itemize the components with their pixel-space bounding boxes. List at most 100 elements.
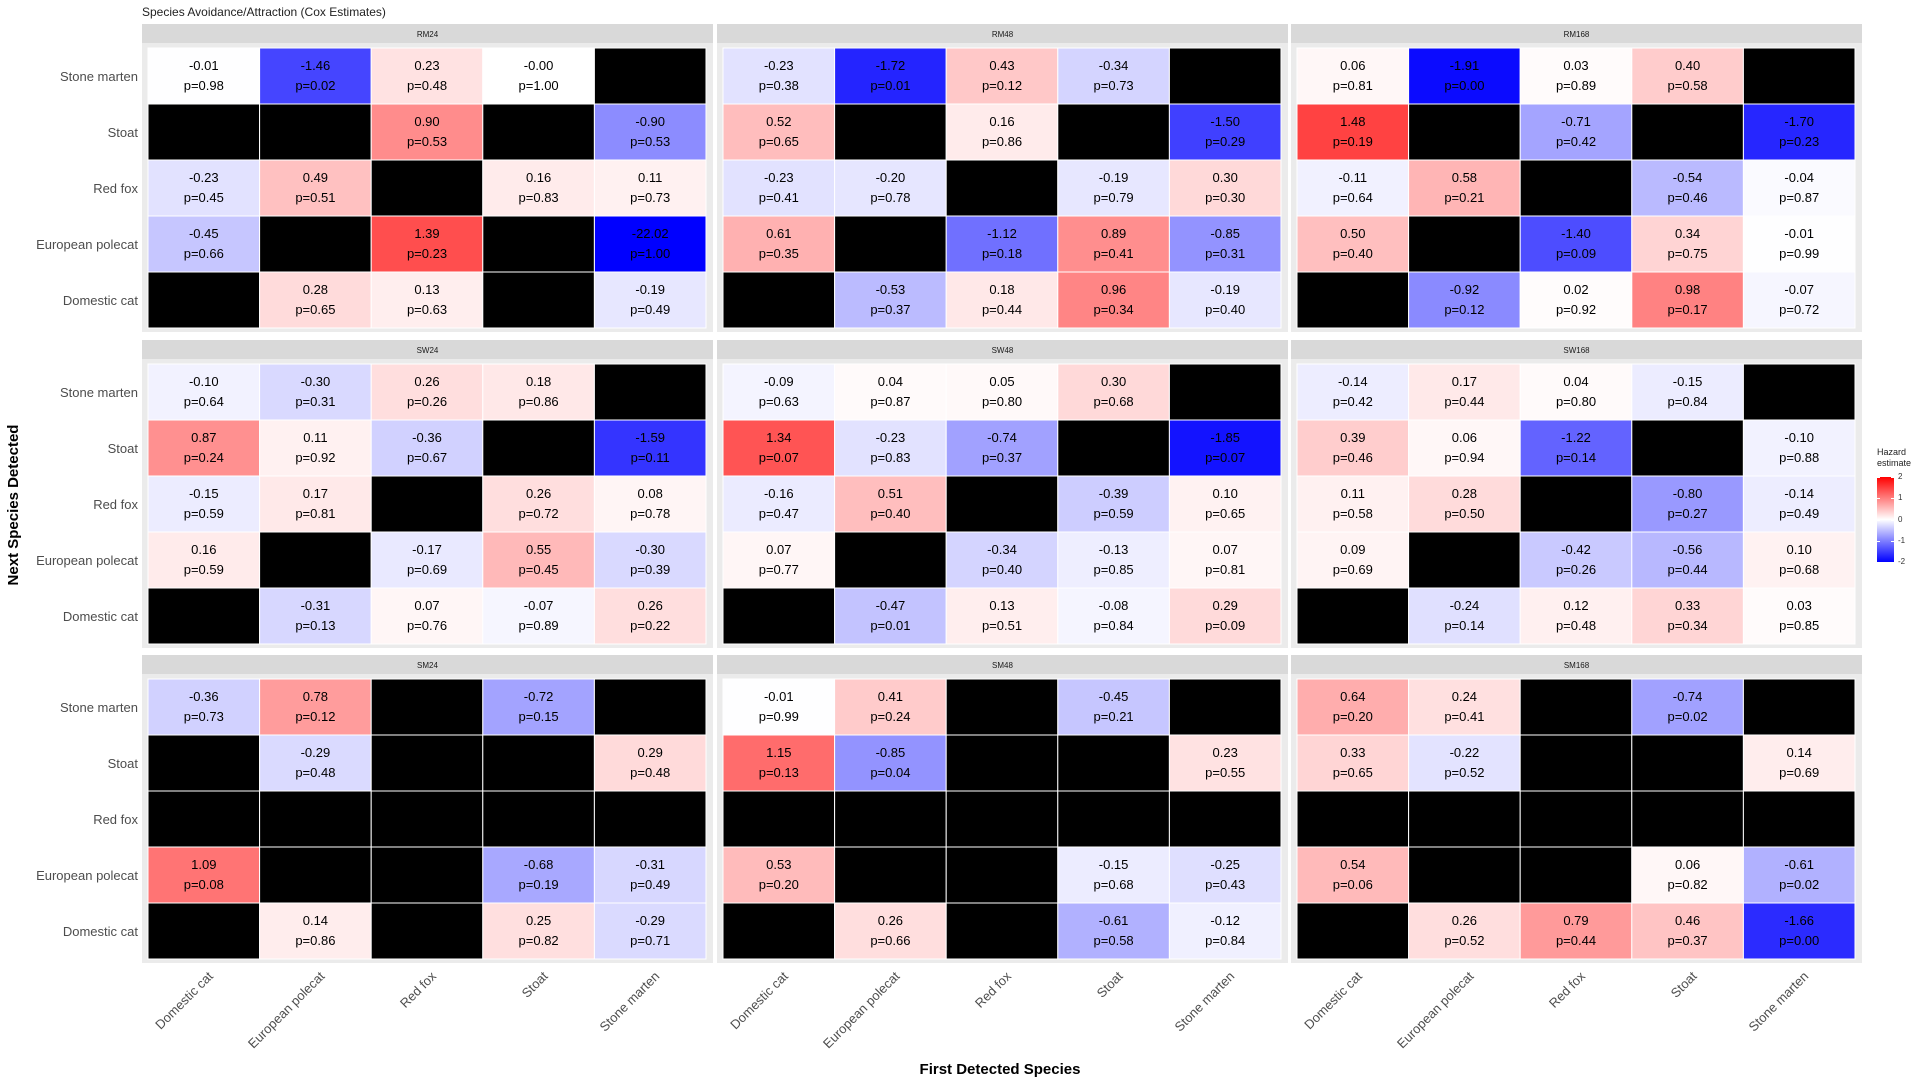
cell-p-value-label: p=0.13 bbox=[759, 765, 799, 780]
heatmap-cell bbox=[945, 103, 1059, 161]
cell-estimate-label: 0.29 bbox=[1213, 598, 1238, 613]
cell-estimate-label: -0.36 bbox=[189, 689, 219, 704]
cell-estimate-label: 0.43 bbox=[989, 58, 1014, 73]
heatmap-cell bbox=[370, 678, 484, 736]
heatmap-cell bbox=[1408, 846, 1521, 904]
cell-p-value-label: p=0.49 bbox=[630, 302, 670, 317]
cell-estimate-label: -0.45 bbox=[1099, 689, 1129, 704]
heatmap-cell bbox=[482, 419, 595, 477]
heatmap-cell bbox=[1408, 159, 1521, 217]
heatmap-cell bbox=[147, 159, 261, 217]
cell-p-value-label: p=0.55 bbox=[1205, 765, 1245, 780]
cell-p-value-label: p=0.99 bbox=[1779, 246, 1819, 261]
cell-estimate-label: -0.61 bbox=[1784, 857, 1814, 872]
heatmap-cell bbox=[1408, 678, 1521, 736]
heatmap-cell bbox=[1519, 587, 1633, 645]
heatmap-cell bbox=[482, 902, 595, 960]
legend-tick-mark bbox=[1891, 540, 1894, 542]
heatmap-cell bbox=[1057, 790, 1170, 848]
legend-color-bar bbox=[1877, 477, 1894, 562]
cell-estimate-label: -1.40 bbox=[1561, 226, 1591, 241]
cell-p-value-label: p=0.87 bbox=[1779, 190, 1819, 205]
panel-rm168: RM168 0.06 p=0.81 -1.91 p=0.00 0.03 p=0.89 0.40… bbox=[1291, 24, 1862, 332]
heatmap-cell bbox=[1631, 531, 1744, 589]
cell-estimate-label: -0.14 bbox=[1338, 374, 1368, 389]
heatmap-cell bbox=[593, 419, 707, 477]
cell-estimate-label: 0.30 bbox=[1213, 170, 1238, 185]
cell-estimate-label: -1.70 bbox=[1784, 114, 1814, 129]
heatmap-cell bbox=[593, 587, 707, 645]
cell-estimate-label: 0.12 bbox=[1563, 598, 1588, 613]
heatmap-cell bbox=[1408, 790, 1521, 848]
cell-p-value-label: p=0.21 bbox=[1444, 190, 1484, 205]
cell-estimate-label: 1.34 bbox=[766, 430, 791, 445]
heatmap-cell bbox=[1408, 902, 1521, 960]
heatmap-cell bbox=[722, 790, 836, 848]
heatmap-cell bbox=[1408, 103, 1521, 161]
cell-p-value-label: p=0.78 bbox=[870, 190, 910, 205]
heatmap-cell bbox=[1408, 734, 1521, 792]
cell-p-value-label: p=0.12 bbox=[982, 78, 1022, 93]
heatmap-cell bbox=[945, 419, 1059, 477]
cell-p-value-label: p=0.12 bbox=[295, 709, 335, 724]
heatmap-cell bbox=[1296, 790, 1410, 848]
cell-p-value-label: p=0.82 bbox=[1668, 877, 1708, 892]
heatmap-cell bbox=[722, 271, 836, 329]
cell-p-value-label: p=0.69 bbox=[407, 562, 447, 577]
heatmap-cell bbox=[370, 531, 484, 589]
legend-tick-mark bbox=[1877, 519, 1880, 521]
heatmap-cell bbox=[1742, 475, 1856, 533]
heatmap-cell bbox=[834, 475, 947, 533]
cell-estimate-label: -0.11 bbox=[1338, 170, 1367, 185]
cell-p-value-label: p=0.40 bbox=[870, 506, 910, 521]
heatmap-cell bbox=[1057, 678, 1170, 736]
x-tick-label: European polecat bbox=[245, 968, 328, 1051]
cell-p-value-label: p=0.37 bbox=[982, 450, 1022, 465]
cell-estimate-label: 0.11 bbox=[303, 430, 327, 445]
cell-p-value-label: p=0.23 bbox=[407, 246, 447, 261]
x-tick-label: Stone marten bbox=[597, 969, 663, 1035]
cell-p-value-label: p=0.68 bbox=[1094, 394, 1134, 409]
cell-p-value-label: p=0.46 bbox=[1333, 450, 1373, 465]
heatmap-cell bbox=[1408, 271, 1521, 329]
heatmap-cell bbox=[1057, 846, 1170, 904]
cell-p-value-label: p=0.58 bbox=[1094, 933, 1134, 948]
cell-estimate-label: 0.25 bbox=[526, 913, 551, 928]
heatmap-cell bbox=[834, 103, 947, 161]
heatmap-cell bbox=[370, 271, 484, 329]
heatmap-cell bbox=[834, 47, 947, 105]
cell-estimate-label: -0.25 bbox=[1210, 857, 1240, 872]
cell-estimate-label: 0.87 bbox=[191, 430, 216, 445]
cell-estimate-label: -0.71 bbox=[1561, 114, 1591, 129]
y-tick-label: Red fox bbox=[93, 181, 138, 196]
heatmap-cell bbox=[482, 790, 595, 848]
heatmap-cell bbox=[722, 103, 836, 161]
cell-estimate-label: -0.30 bbox=[635, 542, 665, 557]
heatmap-cell bbox=[945, 271, 1059, 329]
panel-rm24: RM24 -0.01 p=0.98 -1.46 p=0.02 0.23 p=0.48 -0.0… bbox=[36, 24, 713, 332]
heatmap-cell bbox=[1519, 902, 1633, 960]
cell-p-value-label: p=0.40 bbox=[1333, 246, 1373, 261]
cell-p-value-label: p=0.26 bbox=[1556, 562, 1596, 577]
heatmap-cell bbox=[370, 587, 484, 645]
cell-estimate-label: 0.33 bbox=[1675, 598, 1700, 613]
cell-p-value-label: p=0.67 bbox=[407, 450, 447, 465]
cell-p-value-label: p=0.48 bbox=[295, 765, 335, 780]
cell-estimate-label: 0.14 bbox=[303, 913, 328, 928]
heatmap-cell bbox=[1519, 734, 1633, 792]
cell-p-value-label: p=0.84 bbox=[1668, 394, 1708, 409]
heatmap-cell bbox=[1519, 215, 1633, 273]
cell-estimate-label: 0.98 bbox=[1675, 282, 1700, 297]
y-tick-label: European polecat bbox=[36, 237, 138, 252]
heatmap-cell bbox=[593, 271, 707, 329]
x-tick-label: Stone marten bbox=[1172, 969, 1238, 1035]
heatmap-cell bbox=[147, 734, 261, 792]
legend-tick-mark bbox=[1877, 477, 1880, 478]
cell-p-value-label: p=0.01 bbox=[870, 618, 910, 633]
heatmap-cell bbox=[1057, 419, 1170, 477]
heatmap-cell bbox=[945, 902, 1059, 960]
cell-p-value-label: p=0.06 bbox=[1333, 877, 1373, 892]
cell-p-value-label: p=0.27 bbox=[1668, 506, 1708, 521]
cell-p-value-label: p=0.65 bbox=[1333, 765, 1373, 780]
cell-estimate-label: 0.10 bbox=[1213, 486, 1238, 501]
